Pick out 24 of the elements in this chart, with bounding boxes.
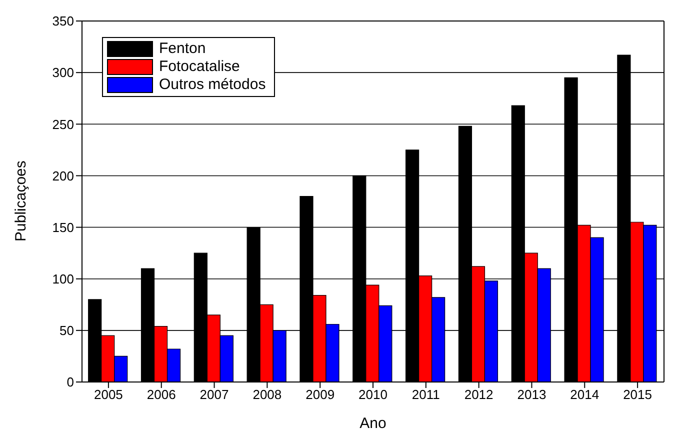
x-tick-label: 2012 — [464, 387, 494, 402]
y-tick-label: 250 — [52, 116, 74, 132]
y-tick-label: 300 — [52, 65, 74, 80]
x-tick-label: 2013 — [517, 387, 546, 402]
y-tick-label: 200 — [52, 168, 74, 184]
y-tick-label: 50 — [60, 323, 74, 338]
legend-label: Outros métodos — [159, 76, 266, 94]
x-axis-title: Ano — [360, 415, 386, 432]
x-tick-label: 2010 — [358, 387, 388, 402]
x-tick-label: 2006 — [146, 387, 176, 402]
x-tick-label: 2007 — [200, 387, 229, 402]
x-tick-label: 2014 — [570, 387, 600, 402]
y-axis-title: Publicaçoes — [12, 160, 30, 242]
y-tick-label: 350 — [52, 14, 74, 29]
y-tick-label: 100 — [52, 271, 74, 286]
x-tick-label: 2008 — [252, 387, 282, 402]
legend-label: Fotocatalise — [159, 58, 240, 76]
x-tick-label: 2015 — [623, 387, 652, 402]
x-tick-label: 2009 — [306, 387, 335, 402]
x-tick-label: 2005 — [94, 387, 123, 402]
y-tick-label: 0 — [66, 374, 74, 390]
legend-label: Fenton — [159, 40, 206, 58]
y-tick-label: 150 — [52, 220, 74, 235]
x-tick-label: 2011 — [412, 387, 440, 402]
